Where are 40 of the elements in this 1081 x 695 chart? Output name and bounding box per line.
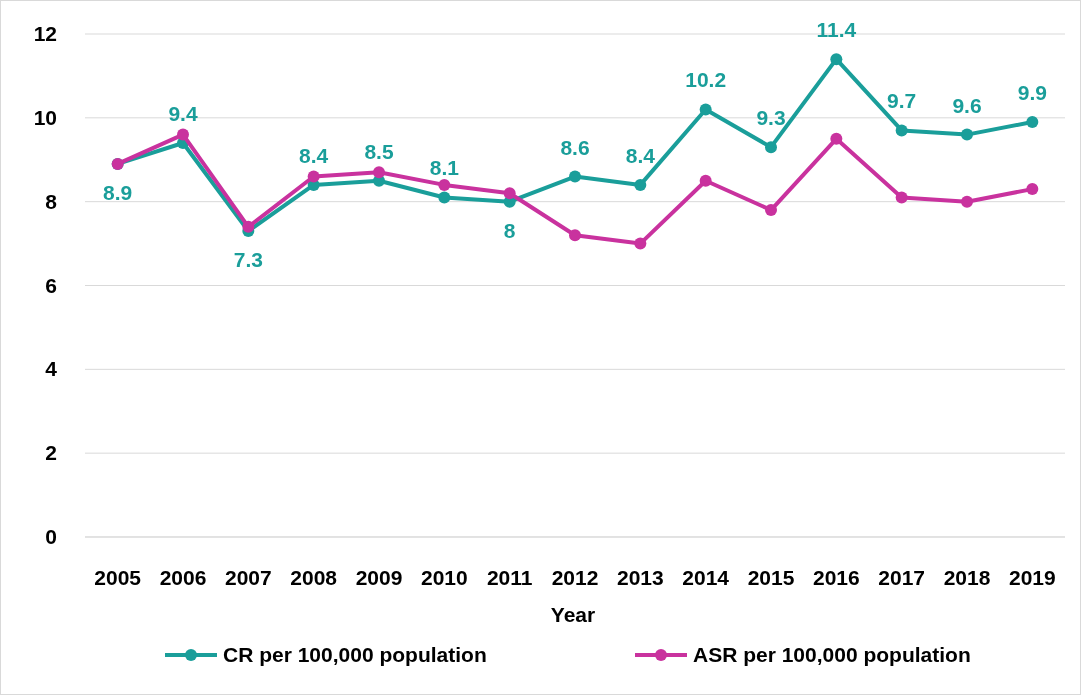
x-tick-label: 2005 bbox=[94, 566, 142, 589]
x-tick-label: 2017 bbox=[878, 566, 926, 589]
y-tick-label: 0 bbox=[45, 525, 57, 548]
y-tick-label: 4 bbox=[45, 357, 58, 381]
x-tick-label: 2006 bbox=[159, 566, 207, 589]
y-tick-label: 6 bbox=[45, 273, 57, 297]
x-tick-label: 2013 bbox=[616, 566, 664, 589]
data-label: 8.4 bbox=[299, 143, 329, 167]
data-label: 9.3 bbox=[756, 106, 786, 130]
x-tick-label: 2015 bbox=[747, 566, 795, 589]
data-label: 9.7 bbox=[887, 89, 917, 113]
data-label: 8.1 bbox=[429, 156, 460, 180]
data-label: 10.2 bbox=[685, 68, 727, 92]
x-tick-label: 2010 bbox=[420, 566, 468, 589]
y-tick-label: 12 bbox=[33, 22, 57, 45]
x-axis-title: Year bbox=[550, 603, 596, 626]
data-label: 7.3 bbox=[233, 248, 263, 272]
x-tick-label: 2007 bbox=[224, 566, 272, 589]
x-tick-label: 2019 bbox=[1008, 566, 1056, 589]
x-tick-label: 2018 bbox=[943, 566, 991, 589]
data-label: 8 bbox=[503, 218, 516, 242]
x-tick-label: 2012 bbox=[551, 566, 599, 589]
data-label: 8.6 bbox=[560, 135, 590, 159]
x-tick-label: 2011 bbox=[486, 566, 533, 589]
x-tick-label: 2008 bbox=[290, 566, 338, 589]
data-label: 11.4 bbox=[816, 18, 857, 42]
data-label: 9.4 bbox=[168, 101, 198, 125]
data-label: 8.9 bbox=[103, 180, 133, 204]
data-label: 9.9 bbox=[1017, 81, 1047, 105]
x-tick-label: 2009 bbox=[355, 566, 403, 589]
data-label: 8.4 bbox=[625, 143, 656, 167]
legend-label: CR per 100,000 population bbox=[223, 643, 487, 666]
y-tick-label: 2 bbox=[45, 441, 57, 465]
x-tick-label: 2016 bbox=[812, 566, 860, 589]
data-label: 8.5 bbox=[364, 139, 394, 163]
legend-label: ASR per 100,000 population bbox=[693, 643, 971, 666]
y-tick-label: 10 bbox=[33, 105, 57, 129]
data-label: 9.6 bbox=[952, 93, 982, 117]
x-tick-label: 2014 bbox=[682, 566, 730, 589]
y-tick-label: 8 bbox=[45, 189, 58, 213]
